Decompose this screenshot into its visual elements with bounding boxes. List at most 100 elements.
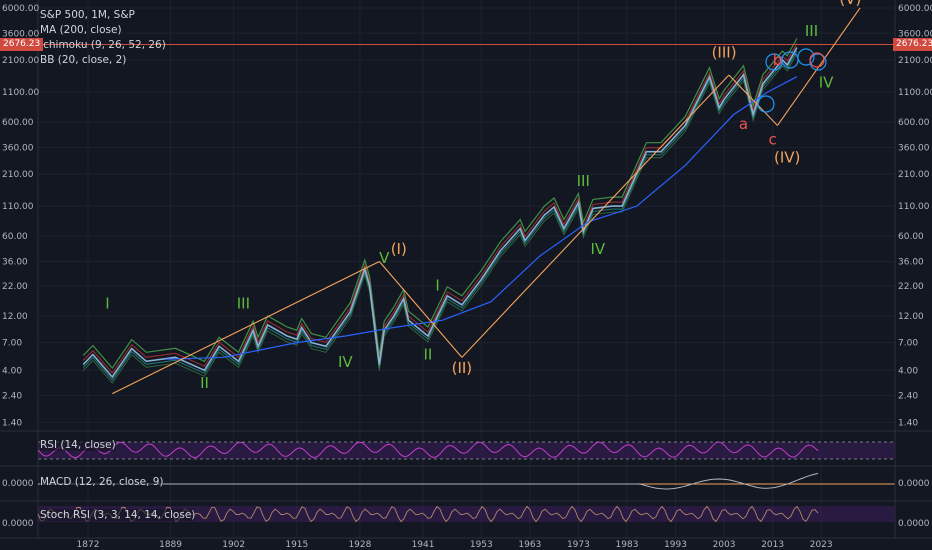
- x-tick-label: 1889: [159, 540, 182, 550]
- y-tick-label-right: 7.00: [898, 339, 918, 349]
- trend-line: [461, 74, 730, 358]
- indicator-ichimoku[interactable]: Ichimoku (9, 26, 52, 26): [40, 39, 166, 51]
- symbol-title[interactable]: S&P 500, 1M, S&P: [40, 9, 135, 21]
- wave-label: (V): [839, 0, 861, 8]
- wave-label: III: [237, 294, 250, 312]
- wave-label: V: [379, 249, 390, 267]
- x-tick-label: 1963: [518, 540, 541, 550]
- y-tick-label-right: 600.00: [898, 118, 930, 128]
- y-tick-label-right: 6000.00: [898, 4, 932, 14]
- trend-line: [378, 261, 463, 358]
- price-line: [82, 47, 798, 379]
- y-tick-label-right: 2.40: [898, 392, 918, 402]
- wave-label: b: [773, 51, 783, 69]
- y-tick-label-right: 210.00: [898, 170, 930, 180]
- wave-label: IV: [338, 353, 353, 371]
- y-tick-label-left: 36.00: [2, 257, 28, 267]
- y-tick-label-right: 3600.00: [898, 29, 932, 39]
- stoch-value-left: 0.0000: [2, 519, 34, 529]
- ma-200-line: [165, 76, 798, 360]
- wave-label: (III): [712, 44, 737, 62]
- y-tick-label-right: 2100.00: [898, 56, 932, 66]
- wave-label: a: [739, 115, 748, 133]
- wave-circle-red: [809, 52, 825, 68]
- price-series: [82, 38, 798, 384]
- bollinger-band: [82, 50, 798, 381]
- wave-label: II: [423, 345, 432, 363]
- wave-label: (IV): [774, 149, 800, 167]
- ichimoku-span-b: [82, 53, 798, 384]
- chart-legend: S&P 500, 1M, S&P MA (200, close) Ichimok…: [40, 8, 166, 68]
- y-tick-label-right: 360.00: [898, 143, 930, 153]
- wave-label: c: [769, 131, 777, 149]
- y-tick-label-left: 12.00: [2, 312, 28, 322]
- wave-label: II: [200, 374, 209, 392]
- y-tick-label-left: 60.00: [2, 232, 28, 242]
- macd-line: [38, 472, 819, 490]
- macd-value-right: 0.0000: [898, 479, 930, 489]
- y-tick-label-left: 2.40: [2, 392, 22, 402]
- y-tick-label-right: 1100.00: [898, 88, 932, 98]
- y-tick-label-left: 360.00: [2, 143, 34, 153]
- y-tick-label-left: 600.00: [2, 118, 34, 128]
- wave-label: III: [805, 22, 818, 40]
- x-tick-label: 2003: [713, 540, 736, 550]
- wave-circle: [797, 48, 815, 66]
- x-tick-label: 1872: [77, 540, 100, 550]
- y-tick-label-right: 12.00: [898, 312, 924, 322]
- y-axis-left: 6000.00 3600.00 2100.00 1100.00 600.00 360.00…: [2, 4, 39, 428]
- x-tick-label: 2023: [810, 540, 833, 550]
- indicator-lines: [37, 441, 819, 523]
- rsi-pane-label[interactable]: RSI (14, close): [40, 439, 116, 451]
- rsi-line: [37, 441, 819, 459]
- y-tick-label-left: 110.00: [2, 202, 34, 212]
- last-price-tag-left: 2676.23: [0, 38, 44, 51]
- stoch-line: [37, 505, 819, 523]
- last-price-tag-right: 2676.23: [893, 38, 932, 51]
- macd-value-left: 0.0000: [2, 479, 34, 489]
- x-tick-label: 1941: [412, 540, 435, 550]
- x-tick-label: 1973: [567, 540, 590, 550]
- wave-label: (I): [391, 240, 407, 258]
- y-tick-label-right: 110.00: [898, 202, 930, 212]
- y-tick-label-right: 60.00: [898, 232, 924, 242]
- x-tick-label: 2013: [761, 540, 784, 550]
- x-tick-label: 1983: [616, 540, 639, 550]
- y-tick-label-left: 4.00: [2, 366, 22, 376]
- y-tick-label-left: 22.00: [2, 282, 28, 292]
- x-tick-label: 1993: [664, 540, 687, 550]
- y-tick-label-left: 3600.00: [2, 29, 39, 39]
- x-tick-label: 1915: [285, 540, 308, 550]
- wave-label: III: [577, 172, 590, 190]
- trend-line: [728, 74, 778, 126]
- x-tick-label: 1928: [348, 540, 371, 550]
- wave-circle: [757, 95, 775, 113]
- ichimoku-span-a: [82, 38, 798, 369]
- y-tick-label-left: 1.40: [2, 418, 22, 428]
- indicator-ma[interactable]: MA (200, close): [40, 24, 122, 36]
- y-tick-label-left: 1100.00: [2, 88, 39, 98]
- x-tick-label: 1953: [470, 540, 493, 550]
- y-tick-label-right: 36.00: [898, 257, 924, 267]
- trend-line: [112, 260, 380, 395]
- x-tick-label: 1902: [222, 540, 245, 550]
- y-tick-label-left: 210.00: [2, 170, 34, 180]
- wave-label: (II): [452, 359, 473, 377]
- x-axis: 1872 1889 1902 1915 1928 1941 1953 1963 1973 1983…: [77, 540, 833, 550]
- rsi-band: [38, 442, 895, 459]
- elliott-wave-labels: IIIIIIIVV(I)III(II)IIIIV(III)bac(IV)(V)I…: [105, 0, 861, 392]
- wave-label: I: [105, 294, 109, 312]
- y-tick-label-right: 22.00: [898, 282, 924, 292]
- indicator-bb[interactable]: BB (20, close, 2): [40, 54, 127, 66]
- y-tick-label-left: 6000.00: [2, 4, 39, 14]
- stoch-pane-label[interactable]: Stoch RSI (3, 3, 14, 14, close): [40, 509, 196, 521]
- wave-label: I: [435, 277, 439, 295]
- y-tick-label-left: 2100.00: [2, 56, 39, 66]
- elliott-trend-lines: [112, 7, 861, 395]
- wave-label: IV: [590, 240, 605, 258]
- macd-pane-label[interactable]: MACD (12, 26, close, 9): [40, 476, 164, 488]
- y-tick-label-left: 7.00: [2, 339, 22, 349]
- y-tick-label-right: 4.00: [898, 366, 918, 376]
- y-axis-right: 6000.00 3600.00 2100.00 1100.00 600.00 360.00…: [898, 4, 932, 428]
